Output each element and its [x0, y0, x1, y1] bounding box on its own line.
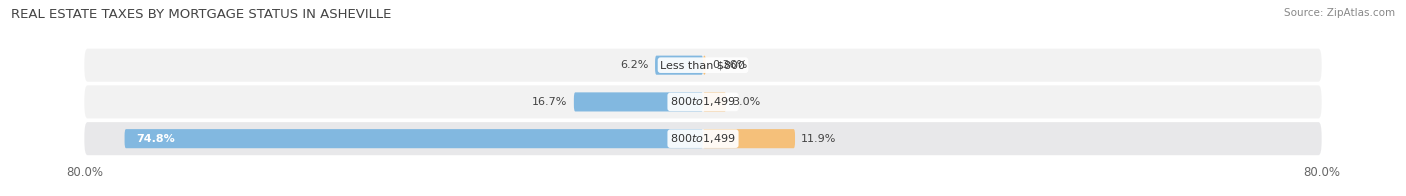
- FancyBboxPatch shape: [703, 56, 706, 75]
- Text: REAL ESTATE TAXES BY MORTGAGE STATUS IN ASHEVILLE: REAL ESTATE TAXES BY MORTGAGE STATUS IN …: [11, 8, 392, 21]
- FancyBboxPatch shape: [84, 85, 1322, 118]
- FancyBboxPatch shape: [655, 56, 703, 75]
- FancyBboxPatch shape: [574, 92, 703, 112]
- FancyBboxPatch shape: [703, 92, 725, 112]
- Text: 3.0%: 3.0%: [733, 97, 761, 107]
- FancyBboxPatch shape: [703, 129, 794, 148]
- Text: 6.2%: 6.2%: [620, 60, 650, 70]
- Text: $800 to $1,499: $800 to $1,499: [671, 95, 735, 108]
- Text: 16.7%: 16.7%: [533, 97, 568, 107]
- Text: 0.36%: 0.36%: [711, 60, 747, 70]
- Text: Less than $800: Less than $800: [661, 60, 745, 70]
- FancyBboxPatch shape: [84, 49, 1322, 82]
- Text: 74.8%: 74.8%: [136, 134, 174, 144]
- Text: $800 to $1,499: $800 to $1,499: [671, 132, 735, 145]
- FancyBboxPatch shape: [84, 122, 1322, 155]
- FancyBboxPatch shape: [125, 129, 703, 148]
- Text: Source: ZipAtlas.com: Source: ZipAtlas.com: [1284, 8, 1395, 18]
- Text: 11.9%: 11.9%: [801, 134, 837, 144]
